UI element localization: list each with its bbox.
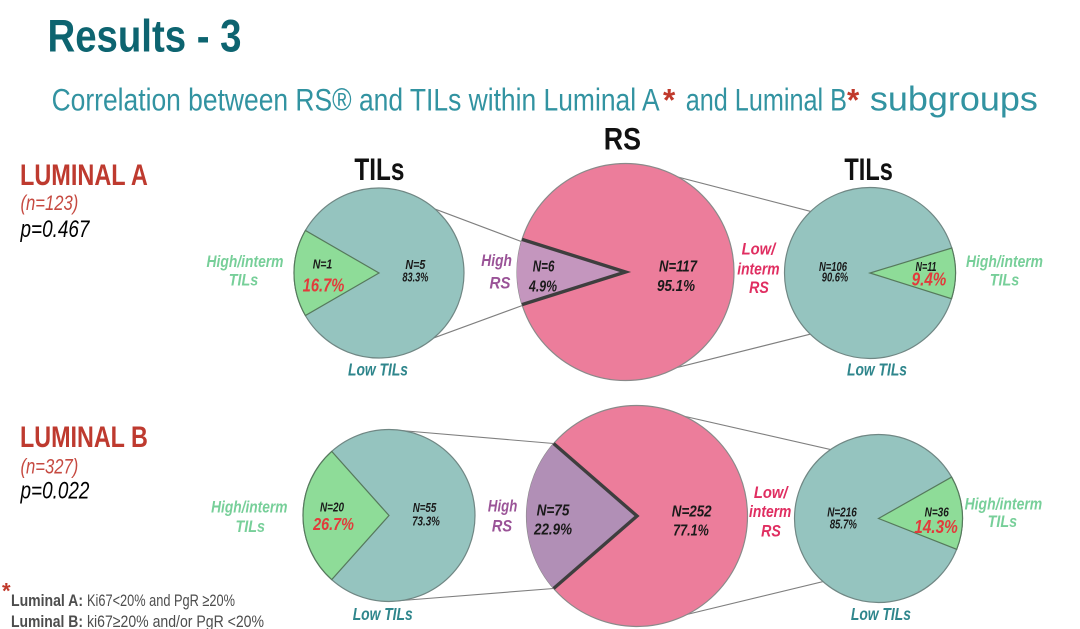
svg-text:Luminal B:: Luminal B: — [11, 612, 83, 629]
svg-text:*: * — [2, 579, 11, 604]
svg-text:TILs: TILs — [229, 271, 259, 290]
svg-text:95.1%: 95.1% — [657, 278, 695, 295]
svg-text:Correlation between RS® and TI: Correlation between RS® and TILs within … — [52, 82, 660, 118]
svg-text:RS: RS — [604, 121, 641, 157]
svg-text:26.7%: 26.7% — [312, 514, 354, 534]
svg-text:N=117: N=117 — [659, 259, 698, 276]
svg-text:subgroups: subgroups — [870, 81, 1038, 119]
svg-text:N=5: N=5 — [405, 258, 426, 272]
svg-text:*: * — [663, 82, 676, 118]
svg-text:High: High — [481, 252, 512, 270]
svg-text:High: High — [488, 498, 517, 516]
svg-text:N=55: N=55 — [413, 501, 437, 515]
svg-text:TILs: TILs — [990, 271, 1020, 290]
svg-text:4.9%: 4.9% — [528, 278, 557, 295]
svg-text:p=0.467: p=0.467 — [20, 216, 91, 243]
svg-text:and Luminal B: and Luminal B — [686, 82, 847, 118]
svg-text:High/interm: High/interm — [965, 494, 1043, 513]
svg-text:90.6%: 90.6% — [822, 271, 849, 285]
svg-text:TILs: TILs — [988, 512, 1018, 531]
svg-text:83.3%: 83.3% — [402, 271, 428, 285]
svg-text:Low/: Low/ — [742, 241, 778, 259]
svg-text:Low TILs: Low TILs — [851, 604, 911, 624]
svg-text:Low TILs: Low TILs — [348, 359, 408, 379]
svg-text:Low TILs: Low TILs — [847, 359, 907, 379]
svg-text:N=6: N=6 — [533, 259, 555, 276]
svg-text:RS: RS — [490, 275, 511, 293]
svg-text:Ki67<20% and PgR ≥20%: Ki67<20% and PgR ≥20% — [87, 591, 235, 610]
svg-text:LUMINAL A: LUMINAL A — [20, 159, 148, 192]
svg-text:N=216: N=216 — [827, 506, 857, 520]
svg-text:High/interm: High/interm — [207, 252, 284, 271]
svg-text:Luminal A:: Luminal A: — [11, 591, 83, 610]
svg-text:RS: RS — [761, 523, 781, 541]
svg-text:Results - 3: Results - 3 — [48, 11, 242, 62]
svg-text:*: * — [847, 82, 860, 118]
svg-text:Low TILs: Low TILs — [353, 604, 413, 624]
svg-text:N=20: N=20 — [320, 500, 345, 515]
svg-text:TILs: TILs — [235, 517, 265, 536]
svg-text:N=75: N=75 — [537, 503, 570, 520]
svg-text:Low/: Low/ — [754, 484, 790, 502]
svg-text:14.3%: 14.3% — [914, 517, 958, 537]
svg-text:22.9%: 22.9% — [533, 522, 572, 539]
svg-text:interm: interm — [749, 503, 791, 521]
svg-text:LUMINAL B: LUMINAL B — [20, 421, 148, 454]
svg-text:N=106: N=106 — [819, 260, 848, 274]
svg-text:73.3%: 73.3% — [412, 515, 440, 529]
svg-text:p=0.022: p=0.022 — [20, 477, 90, 504]
svg-text:85.7%: 85.7% — [830, 518, 857, 532]
svg-text:N=11: N=11 — [916, 260, 937, 274]
svg-text:N=36: N=36 — [925, 506, 950, 520]
svg-text:(n=327): (n=327) — [21, 456, 79, 479]
svg-text:TILs: TILs — [844, 151, 892, 187]
svg-text:ki67≥20% and/or PgR <20%: ki67≥20% and/or PgR <20% — [87, 612, 264, 629]
svg-text:interm: interm — [737, 260, 779, 278]
svg-text:N=252: N=252 — [672, 504, 712, 521]
svg-text:High/interm: High/interm — [966, 252, 1043, 271]
svg-text:N=1: N=1 — [313, 257, 333, 272]
svg-text:RS: RS — [492, 518, 512, 536]
svg-text:9.4%: 9.4% — [912, 270, 947, 290]
svg-text:16.7%: 16.7% — [303, 276, 345, 296]
svg-text:TILs: TILs — [354, 151, 404, 187]
svg-text:(n=123): (n=123) — [21, 192, 79, 215]
svg-text:77.1%: 77.1% — [673, 523, 709, 540]
svg-text:RS: RS — [749, 279, 769, 297]
svg-text:High/interm: High/interm — [211, 498, 287, 517]
